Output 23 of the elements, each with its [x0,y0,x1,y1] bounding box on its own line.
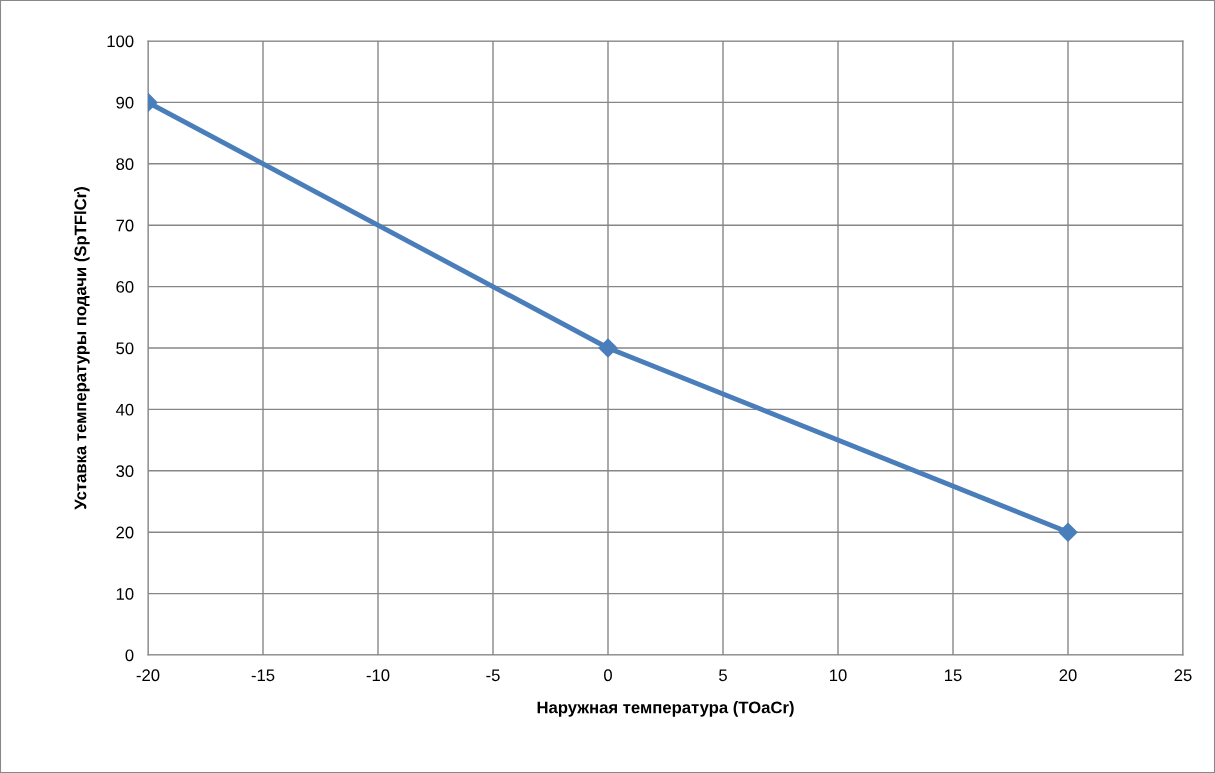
y-tick-label: 0 [125,649,134,662]
x-tick-label: 5 [719,669,727,682]
x-tick-label: -10 [366,669,390,682]
y-axis-title: Уставка температуры подачи (SpTFlCr) [74,187,90,510]
y-tick-label: 70 [116,219,134,232]
x-tick-label: 25 [1174,669,1192,682]
y-tick-label: 60 [116,281,134,293]
y-tick-label: 80 [116,158,134,170]
x-tick-label: -15 [251,669,275,682]
x-tick-label: 15 [945,669,962,682]
y-tick-label: 90 [116,96,134,109]
y-tick-label: 20 [116,526,134,539]
x-tick-label: 0 [604,669,612,682]
x-tick-label: 20 [1059,669,1077,682]
y-tick-label: 30 [116,465,134,477]
y-tick-label: 100 [107,35,134,48]
x-tick-label: -20 [136,669,160,682]
y-tick-label: 40 [115,403,134,416]
y-tick-label: 10 [116,588,134,600]
x-axis-title: Наружная температура (TOaCr) [537,701,794,717]
x-tick-label: -5 [486,669,500,682]
x-tick-label: 10 [830,669,847,682]
y-tick-label: 50 [116,342,134,355]
